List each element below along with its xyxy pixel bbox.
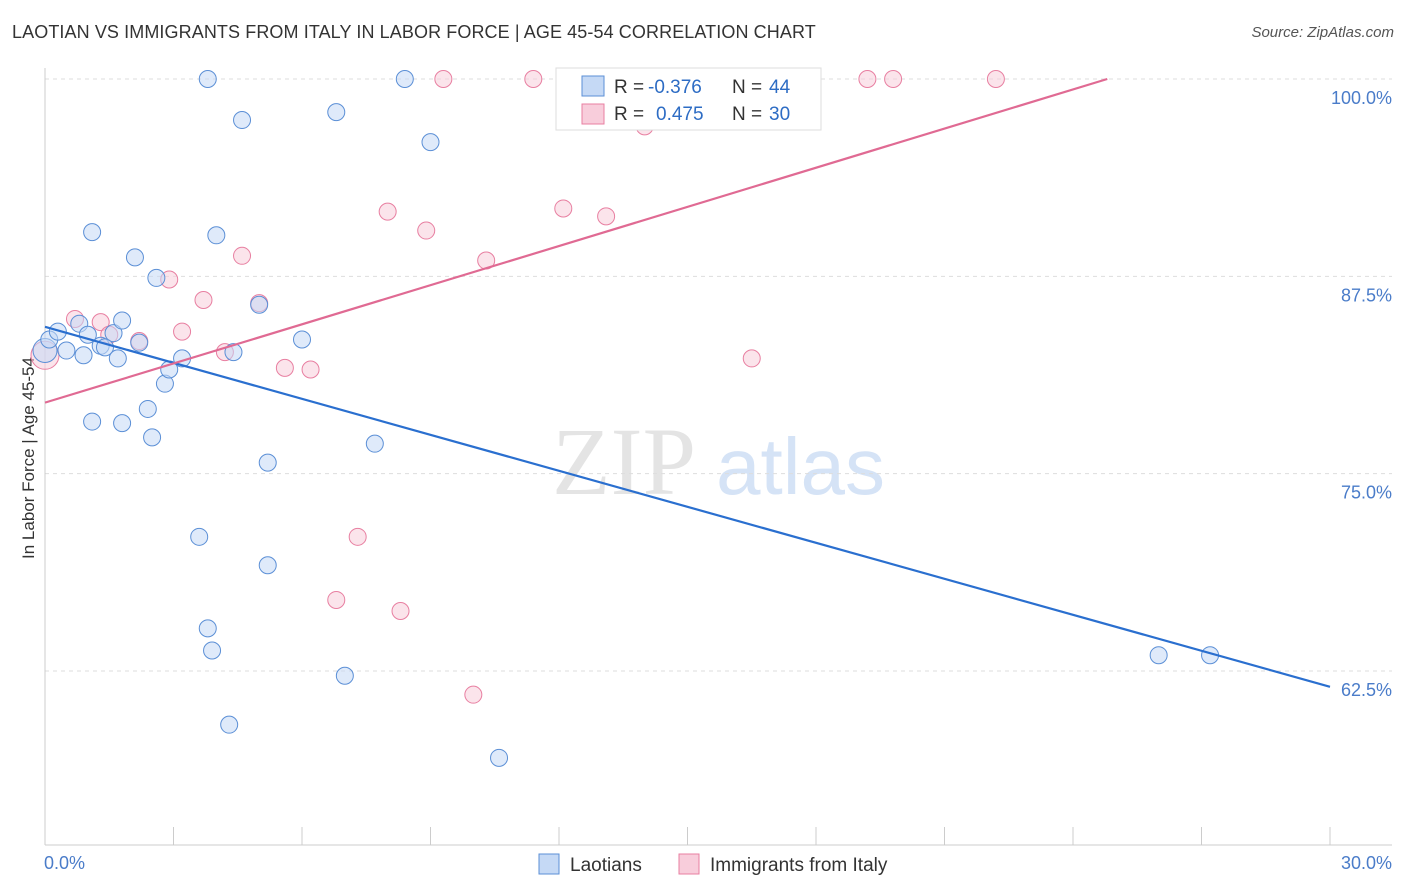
point-laotians-37 <box>365 434 384 453</box>
stats-legend-pink-r-label: R = <box>614 104 644 125</box>
point-italy-21 <box>524 70 543 88</box>
point-laotians-30 <box>233 111 252 130</box>
chart-title: LAOTIAN VS IMMIGRANTS FROM ITALY IN LABO… <box>12 22 816 42</box>
legend-laotians-label: Laotians <box>570 855 642 876</box>
gridlines <box>45 78 1392 672</box>
point-italy-18 <box>434 70 453 88</box>
stats-legend-pink-n-value: 30 <box>769 104 790 125</box>
point-laotians-16 <box>130 333 149 352</box>
stats-legend-pink-swatch <box>581 103 605 125</box>
point-italy-7 <box>194 291 213 310</box>
point-italy-19 <box>464 685 483 704</box>
series-legend: Laotians Immigrants from Italy <box>538 853 888 876</box>
point-laotians-40 <box>490 748 509 767</box>
point-laotians-25 <box>198 70 217 88</box>
y-tick-label-2: 87.5% <box>1341 285 1392 305</box>
point-laotians-12 <box>108 349 127 368</box>
point-italy-29 <box>986 70 1005 88</box>
point-laotians-29 <box>224 343 243 362</box>
point-laotians-32 <box>258 453 277 472</box>
point-italy-14 <box>348 527 367 546</box>
point-italy-11 <box>275 358 294 377</box>
stats-legend-blue-r-value: -0.376 <box>648 77 702 98</box>
point-laotians-7 <box>83 412 102 431</box>
point-laotians-17 <box>138 399 157 418</box>
point-italy-27 <box>858 70 877 88</box>
point-laotians-36 <box>335 666 354 685</box>
series-laotians <box>32 70 1220 767</box>
point-laotians-3 <box>57 341 76 360</box>
x-tick-label-0: 0.0% <box>44 853 85 873</box>
point-italy-13 <box>327 590 346 609</box>
legend-laotians-swatch <box>538 853 560 875</box>
point-laotians-8 <box>83 223 102 242</box>
point-laotians-15 <box>125 248 144 267</box>
point-laotians-14 <box>113 414 132 433</box>
point-laotians-39 <box>421 133 440 152</box>
point-italy-16 <box>391 602 410 621</box>
point-laotians-18 <box>143 428 162 447</box>
point-laotians-31 <box>250 295 269 314</box>
point-italy-28 <box>884 70 903 88</box>
point-laotians-27 <box>207 226 226 245</box>
stats-legend-blue-swatch <box>581 75 605 97</box>
y-tick-label-0: 62.5% <box>1341 680 1392 700</box>
y-tick-label-1: 75.0% <box>1341 483 1392 503</box>
point-italy-9 <box>233 246 252 265</box>
point-italy-15 <box>378 202 397 221</box>
point-laotians-13 <box>113 311 132 330</box>
watermark: ZIP atlas <box>552 408 885 515</box>
point-italy-23 <box>597 207 616 226</box>
stats-legend: R = -0.376 N = 44 R = 0.475 N = 30 <box>555 67 822 131</box>
point-laotians-28 <box>220 715 239 734</box>
trend-line-italy <box>44 77 1108 404</box>
point-laotians-33 <box>258 556 277 575</box>
series-immigrants-from-italy <box>30 70 1005 704</box>
x-tick-label-1: 30.0% <box>1341 853 1392 873</box>
stats-legend-pink-n-label: N = <box>732 104 762 125</box>
point-laotians-34 <box>293 330 311 349</box>
trend-lines <box>44 77 1331 688</box>
point-italy-25 <box>742 349 761 368</box>
legend-italy-label: Immigrants from Italy <box>710 855 888 876</box>
point-italy-22 <box>554 199 573 218</box>
stats-legend-blue-n-value: 44 <box>769 77 791 98</box>
x-tick-labels: 0.0% 30.0% <box>44 853 1392 873</box>
point-laotians-19 <box>147 268 166 287</box>
legend-italy-swatch <box>678 853 700 875</box>
stats-legend-blue-n-label: N = <box>732 77 762 98</box>
point-italy-6 <box>173 322 192 341</box>
stats-legend-pink-r-value: 0.475 <box>656 104 704 125</box>
point-laotians-24 <box>198 619 217 638</box>
axes <box>44 68 1392 846</box>
y-axis-label: In Labor Force | Age 45-54 <box>19 357 38 559</box>
point-laotians-35 <box>327 103 346 122</box>
y-tick-label-3: 100.0% <box>1331 88 1392 108</box>
point-laotians-26 <box>203 641 222 660</box>
y-tick-labels: 62.5% 75.0% 87.5% 100.0% <box>1331 88 1392 700</box>
stats-legend-blue-r-label: R = <box>614 77 644 98</box>
point-laotians-11 <box>104 324 123 343</box>
watermark-atlas: atlas <box>716 422 885 511</box>
point-laotians-23 <box>190 527 209 546</box>
watermark-zip: ZIP <box>552 408 696 515</box>
source-credit: Source: ZipAtlas.com <box>1251 24 1394 41</box>
point-italy-17 <box>417 221 436 240</box>
point-laotians-38 <box>395 70 414 88</box>
point-italy-2 <box>91 313 110 332</box>
point-laotians-42 <box>1149 646 1168 665</box>
point-italy-12 <box>301 360 320 379</box>
point-laotians-5 <box>74 346 93 365</box>
trend-line-laotians <box>44 325 1331 688</box>
